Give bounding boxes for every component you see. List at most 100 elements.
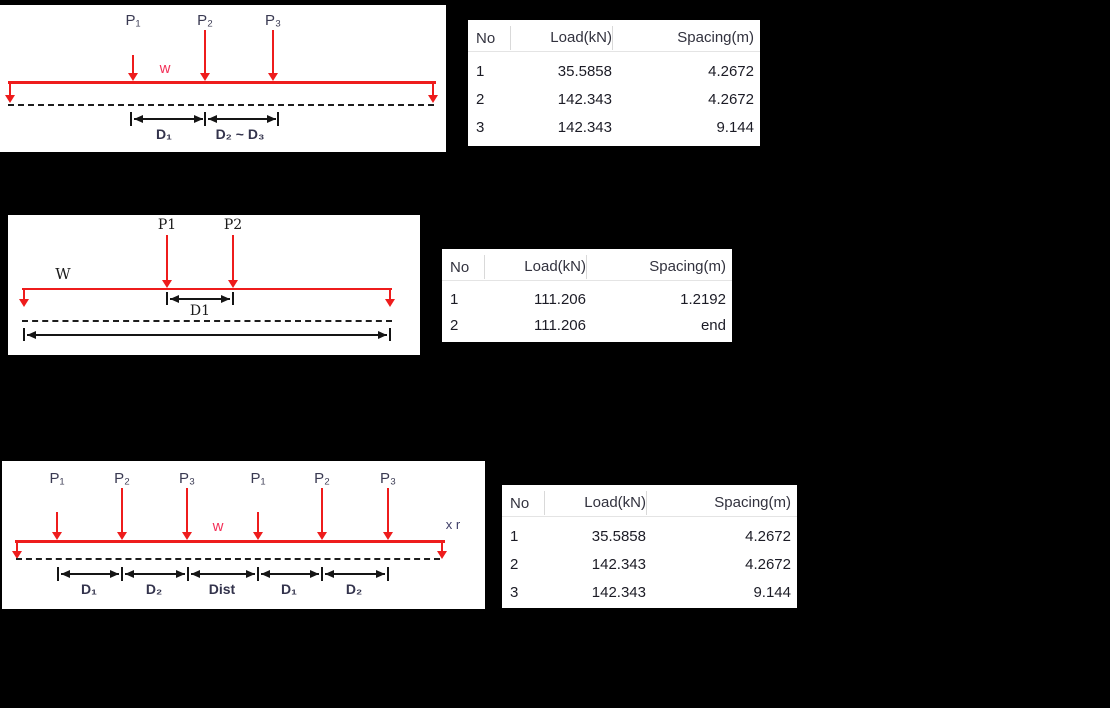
column-header-load: Load(kN)	[510, 26, 612, 50]
dimension-label: D1	[189, 303, 211, 319]
cell-spacing: 4.2672	[745, 555, 791, 573]
cell-spacing: 1.2192	[680, 290, 726, 308]
cell-no: 2	[450, 316, 459, 334]
dimension-label: D₂	[345, 581, 363, 597]
dimension-tick	[130, 112, 132, 126]
axis-note: x r	[445, 517, 461, 532]
beam-end-arrow-icon	[19, 289, 29, 307]
dimension-tick	[187, 567, 189, 581]
point-load-label: P₂	[114, 470, 130, 487]
table-row: 2 142.343 4.2672	[468, 85, 760, 113]
cell-no: 3	[510, 583, 519, 601]
column-header-load: Load(kN)	[484, 255, 586, 279]
dimension-tick	[166, 292, 168, 305]
cell-no: 2	[476, 90, 485, 108]
dimension-label: Dist	[208, 581, 236, 597]
table-header-row: No Load(kN) Spacing(m)	[502, 490, 797, 517]
cell-no: 1	[450, 290, 459, 308]
cell-spacing: 4.2672	[745, 527, 791, 545]
beam-end-arrow-icon	[12, 542, 22, 559]
cell-load: 142.343	[557, 90, 612, 108]
beam-dashed-line	[16, 558, 440, 560]
truck-load-diagram-1: P₁ P₂ P₃ w D₁ D₂ ~ D₃	[0, 5, 446, 152]
cell-load: 142.343	[591, 583, 646, 601]
cell-no: 2	[510, 555, 519, 573]
table-row: 1 111.206 1.2192	[442, 286, 732, 312]
udl-label: w	[212, 518, 224, 535]
column-header-load: Load(kN)	[544, 491, 646, 515]
load-arrow-icon	[228, 235, 238, 288]
cell-spacing: 9.144	[716, 118, 754, 136]
udl-label: W	[55, 265, 71, 283]
point-load-label: P₁	[250, 470, 266, 487]
load-arrow-icon	[117, 488, 127, 540]
dimension-tick	[23, 328, 25, 341]
cell-spacing: 9.144	[753, 583, 791, 601]
dimension-label: D₁	[156, 126, 172, 142]
table-row: 2 142.343 4.2672	[502, 550, 797, 578]
point-load-label: P1	[157, 217, 177, 233]
dimension-tick	[277, 112, 279, 126]
load-spacing-table-2: No Load(kN) Spacing(m) 1 111.206 1.2192 …	[442, 249, 732, 342]
point-load-label: P₃	[178, 470, 196, 487]
dimension-tick	[257, 567, 259, 581]
beam-end-arrow-icon	[385, 289, 395, 307]
load-arrow-icon	[253, 512, 263, 540]
dimension-tick	[321, 567, 323, 581]
dimension-tick	[387, 567, 389, 581]
point-load-label: P₂	[197, 12, 213, 29]
table-row: 3 142.343 9.144	[468, 113, 760, 141]
dimension-line	[191, 570, 255, 578]
cell-spacing: end	[700, 316, 726, 334]
point-load-label: P2	[223, 217, 243, 233]
dimension-line	[125, 570, 185, 578]
table-row: 3 142.343 9.144	[502, 578, 797, 606]
dimension-line	[325, 570, 385, 578]
dimension-tick	[389, 328, 391, 341]
load-arrow-icon	[383, 488, 393, 540]
cell-spacing: 4.2672	[708, 62, 754, 80]
load-spacing-table-3: No Load(kN) Spacing(m) 1 35.5858 4.2672 …	[502, 485, 797, 608]
dimension-tick	[57, 567, 59, 581]
table-header-row: No Load(kN) Spacing(m)	[468, 25, 760, 52]
table-row: 1 35.5858 4.2672	[502, 522, 797, 550]
dimension-label: D₂	[145, 581, 163, 597]
table-row: 1 35.5858 4.2672	[468, 57, 760, 85]
column-header-spacing: Spacing(m)	[612, 26, 754, 50]
dimension-tick	[232, 292, 234, 305]
cell-no: 3	[476, 118, 485, 136]
load-arrow-icon	[52, 512, 62, 540]
span-dimension-line	[27, 331, 387, 339]
dimension-label: D₂ ~ D₃	[215, 126, 265, 142]
load-arrow-icon	[268, 30, 278, 81]
dimension-line	[208, 115, 276, 123]
load-spacing-table-1: No Load(kN) Spacing(m) 1 35.5858 4.2672 …	[468, 20, 760, 146]
column-header-spacing: Spacing(m)	[586, 255, 726, 279]
dimension-tick	[204, 112, 206, 126]
cell-load: 111.206	[534, 290, 586, 308]
dimension-line	[61, 570, 119, 578]
table-row: 2 111.206 end	[442, 312, 732, 338]
point-load-label: P₃	[379, 470, 397, 487]
cell-no: 1	[476, 62, 485, 80]
dimension-line	[170, 295, 230, 303]
dimension-tick	[121, 567, 123, 581]
beam-line	[15, 540, 445, 543]
cell-load: 35.5858	[557, 62, 612, 80]
cell-load: 142.343	[591, 555, 646, 573]
beam-dashed-line	[8, 104, 434, 106]
beam-line	[8, 81, 436, 84]
load-arrow-icon	[182, 488, 192, 540]
load-arrow-icon	[128, 55, 138, 81]
cell-load: 35.5858	[591, 527, 646, 545]
column-header-spacing: Spacing(m)	[646, 491, 791, 515]
lane-load-diagram: P1 P2 W D1	[8, 215, 420, 355]
beam-dashed-line	[22, 320, 392, 322]
column-header-no: No	[450, 258, 470, 276]
beam-line	[22, 288, 392, 290]
load-arrow-icon	[162, 235, 172, 288]
column-header-no: No	[510, 494, 530, 512]
dimension-label: D₁	[81, 581, 97, 597]
cell-spacing: 4.2672	[708, 90, 754, 108]
point-load-label: P₂	[314, 470, 330, 487]
